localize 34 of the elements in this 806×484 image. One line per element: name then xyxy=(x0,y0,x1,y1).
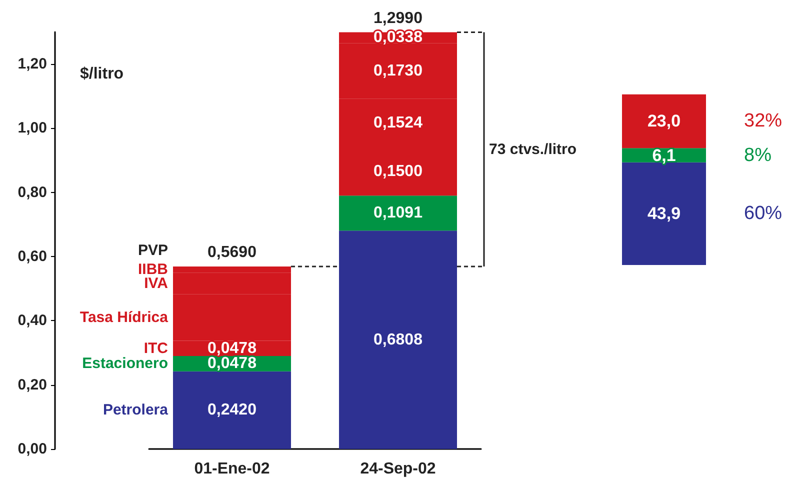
series-label: ITC xyxy=(144,340,168,357)
data-label: 0,1091 xyxy=(374,204,423,222)
y-tick-label: 1,20 xyxy=(18,56,47,73)
data-label: 0,1524 xyxy=(374,114,423,132)
data-label: 0,1730 xyxy=(374,62,423,80)
data-label: 6,1 xyxy=(652,146,676,165)
text: 73 ctvs./litro xyxy=(489,140,577,158)
data-label: 0,2420 xyxy=(208,402,257,419)
text: 32% xyxy=(744,110,782,132)
x-tick-label: 24-Sep-02 xyxy=(360,460,436,478)
y-tick-label: 1,00 xyxy=(18,120,47,137)
data-label: 0,0478 xyxy=(208,355,257,372)
text: 8% xyxy=(744,144,772,166)
y-tick-label: 0,00 xyxy=(18,440,47,458)
bar xyxy=(173,371,291,449)
bar xyxy=(339,230,457,449)
annotation: PVP xyxy=(138,242,168,259)
y-tick-label: 0,80 xyxy=(18,184,47,201)
data-label: 23,0 xyxy=(647,112,681,131)
series-label: Estacionero xyxy=(82,355,168,372)
y-tick-label: 0,20 xyxy=(18,376,47,394)
data-label: 0,6808 xyxy=(374,331,423,348)
data-label: 0,1500 xyxy=(374,163,423,180)
total-label: 1,2990 xyxy=(374,10,423,27)
y-axis-title: $/litro xyxy=(80,66,124,82)
y-tick-label: 0,60 xyxy=(18,248,47,266)
total-label: 0,5690 xyxy=(208,244,257,261)
data-label: 43,9 xyxy=(647,204,681,224)
y-tick-label: 0,40 xyxy=(18,312,47,330)
data-label: 0,0478 xyxy=(208,340,257,357)
text: 60% xyxy=(744,203,782,224)
x-tick-label: 01-Ene-02 xyxy=(194,460,270,478)
series-label: Petrolera xyxy=(102,402,169,419)
series-label: Tasa Hídrica xyxy=(80,308,169,326)
